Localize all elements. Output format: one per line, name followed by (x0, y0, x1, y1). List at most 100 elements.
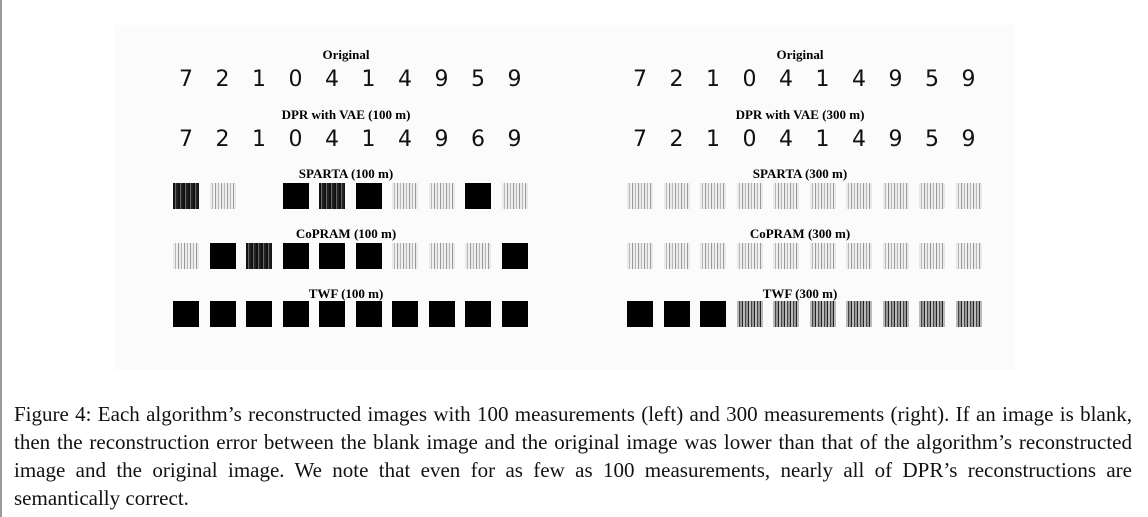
right-reconstruction-image (736, 183, 763, 209)
right-digit-image: 4 (852, 67, 866, 92)
right-digit-image: 2 (669, 127, 684, 152)
left-digit-image: 4 (398, 127, 412, 152)
right-reconstruction-image (773, 183, 799, 209)
right-digit-image: 1 (815, 127, 830, 152)
left-reconstruction-image (319, 183, 345, 209)
left-reconstruction-image (392, 243, 418, 269)
left-reconstruction-image (465, 243, 491, 269)
left-reconstruction-image (246, 301, 272, 327)
right-reconstruction-image (663, 301, 690, 327)
left-reconstruction-image (465, 301, 491, 327)
right-digit-image: 0 (742, 127, 757, 152)
right-digit-image: 4 (779, 67, 793, 92)
left-digit-image: 5 (471, 67, 485, 92)
right-reconstruction-image (773, 301, 799, 327)
left-digit-image: 4 (398, 67, 412, 92)
right-reconstruction-image (627, 183, 653, 209)
right-row-title-2: DPR with VAE (300 m) (735, 107, 865, 122)
left-row-title-1: Original (322, 47, 370, 62)
left-digit-image: 9 (507, 67, 522, 92)
left-digit-image: 2 (215, 67, 230, 92)
right-reconstruction-image (700, 243, 726, 269)
right-digit-image: 9 (961, 127, 976, 152)
left-reconstruction-image (319, 301, 345, 327)
left-digit-image: 2 (215, 127, 230, 152)
right-reconstruction-image (809, 183, 836, 209)
right-digit-image: 9 (961, 67, 976, 92)
left-row-title-2: DPR with VAE (100 m) (281, 107, 411, 122)
right-reconstruction-image (627, 243, 653, 269)
left-digit-image: 6 (471, 127, 485, 152)
right-reconstruction-image (882, 243, 909, 269)
right-reconstruction-image (663, 243, 690, 269)
left-digit-image: 0 (288, 127, 303, 152)
left-reconstruction-image (428, 183, 455, 209)
right-digit-image: 7 (633, 67, 647, 92)
right-reconstruction-image (700, 301, 726, 327)
right-digit-image: 1 (706, 127, 720, 152)
right-reconstruction-image (919, 183, 945, 209)
right-digit-image: 7 (633, 127, 647, 152)
left-digit-image: 4 (325, 127, 339, 152)
left-digit-image: 9 (434, 127, 449, 152)
right-digit-image: 5 (925, 127, 939, 152)
left-digit-image: 1 (252, 67, 266, 92)
right-digit-image: 1 (706, 67, 720, 92)
right-digit-image: 2 (669, 67, 684, 92)
left-reconstruction-image (209, 183, 236, 209)
left-digit-image: 4 (325, 67, 339, 92)
left-digit-image: 7 (179, 67, 193, 92)
right-row-title-4: CoPRAM (300 m) (749, 226, 851, 241)
left-row-title-5: TWF (100 m) (308, 286, 384, 301)
right-reconstruction-image (955, 183, 982, 209)
right-reconstruction-image (846, 301, 872, 327)
left-reconstruction-image (501, 243, 528, 269)
right-reconstruction-image (955, 301, 982, 327)
left-reconstruction-image (355, 183, 382, 209)
left-reconstruction-image (392, 183, 418, 209)
left-digit-image: 7 (179, 127, 193, 152)
left-reconstruction-image (355, 301, 382, 327)
left-digit-image: 1 (361, 127, 376, 152)
left-digit-image: 1 (361, 67, 376, 92)
left-reconstruction-image (173, 243, 199, 269)
left-reconstruction-image (209, 301, 236, 327)
left-reconstruction-image (392, 301, 418, 327)
right-figure-panel: Original 7 2 1 0 4 1 4 9 5 9 DPR with VAE (300 m) 7 2… (570, 25, 1015, 370)
right-reconstruction-image (736, 301, 763, 327)
left-digit-image: 1 (252, 127, 266, 152)
left-row-title-3: SPARTA (100 m) (298, 166, 394, 181)
left-reconstruction-image (319, 243, 345, 269)
page-left-border (0, 0, 2, 517)
right-digit-image: 4 (779, 127, 793, 152)
left-reconstruction-image (173, 301, 199, 327)
right-row-title-5: TWF (300 m) (762, 286, 838, 301)
left-reconstruction-image (209, 243, 236, 269)
right-row-title-1: Original (776, 47, 824, 62)
left-digit-image: 0 (288, 67, 303, 92)
left-reconstruction-image (282, 183, 309, 209)
right-reconstruction-image (627, 301, 653, 327)
left-digit-image: 9 (434, 67, 449, 92)
left-reconstruction-image (355, 243, 382, 269)
right-reconstruction-image (809, 243, 836, 269)
left-reconstruction-image (501, 183, 528, 209)
right-digit-image: 1 (815, 67, 830, 92)
right-reconstruction-image (736, 243, 763, 269)
left-reconstruction-image (428, 243, 455, 269)
left-row-title-4: CoPRAM (100 m) (295, 226, 397, 241)
left-reconstruction-image (501, 301, 528, 327)
right-reconstruction-image (663, 183, 690, 209)
right-reconstruction-image (846, 183, 872, 209)
left-digit-image: 9 (507, 127, 522, 152)
right-digit-image: 5 (925, 67, 939, 92)
right-row-title-3: SPARTA (300 m) (752, 166, 848, 181)
left-figure-panel: Original 7 2 1 0 4 1 4 9 5 9 DPR with VAE (100 m) 7 2… (115, 25, 570, 370)
right-digit-image: 9 (888, 67, 903, 92)
left-reconstruction-image (246, 243, 272, 269)
left-reconstruction-image (246, 183, 272, 209)
right-reconstruction-image (700, 183, 726, 209)
right-reconstruction-image (846, 243, 872, 269)
figure-caption: Figure 4: Each algorithm’s reconstructed… (14, 402, 1132, 510)
right-digit-image: 4 (852, 127, 866, 152)
